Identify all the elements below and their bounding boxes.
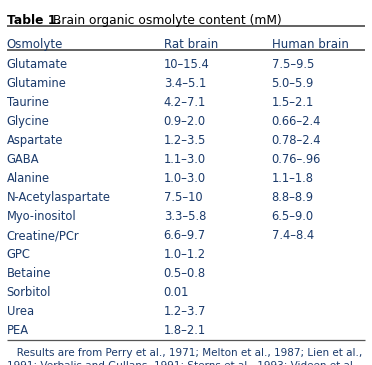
Text: 4.2–7.1: 4.2–7.1	[164, 96, 206, 109]
Text: Brain organic osmolyte content (mM): Brain organic osmolyte content (mM)	[49, 14, 282, 27]
Text: 8.8–8.9: 8.8–8.9	[272, 191, 314, 204]
Text: Osmolyte: Osmolyte	[7, 38, 63, 51]
Text: Rat brain: Rat brain	[164, 38, 218, 51]
Text: 1.0–1.2: 1.0–1.2	[164, 248, 206, 261]
Text: PEA: PEA	[7, 324, 29, 337]
Text: GABA: GABA	[7, 153, 39, 166]
Text: 0.78–2.4: 0.78–2.4	[272, 134, 321, 147]
Text: 0.76–.96: 0.76–.96	[272, 153, 321, 166]
Text: 1.2–3.5: 1.2–3.5	[164, 134, 206, 147]
Text: Creatine/PCr: Creatine/PCr	[7, 229, 79, 242]
Text: 3.4–5.1: 3.4–5.1	[164, 77, 206, 91]
Text: 1.1–1.8: 1.1–1.8	[272, 172, 314, 185]
Text: 0.01: 0.01	[164, 286, 189, 299]
Text: 6.5–9.0: 6.5–9.0	[272, 210, 314, 223]
Text: Taurine: Taurine	[7, 96, 49, 109]
Text: 7.5–9.5: 7.5–9.5	[272, 58, 314, 72]
Text: 1.5–2.1: 1.5–2.1	[272, 96, 314, 109]
Text: 7.4–8.4: 7.4–8.4	[272, 229, 314, 242]
Text: 0.9–2.0: 0.9–2.0	[164, 115, 206, 128]
Text: Glutamate: Glutamate	[7, 58, 68, 72]
Text: 7.5–10: 7.5–10	[164, 191, 202, 204]
Text: GPC: GPC	[7, 248, 31, 261]
Text: Betaine: Betaine	[7, 267, 51, 280]
Text: 0.66–2.4: 0.66–2.4	[272, 115, 321, 128]
Text: Human brain: Human brain	[272, 38, 349, 51]
Text: Alanine: Alanine	[7, 172, 50, 185]
Text: 10–15.4: 10–15.4	[164, 58, 209, 72]
Text: Glycine: Glycine	[7, 115, 49, 128]
Text: 3.3–5.8: 3.3–5.8	[164, 210, 206, 223]
Text: Glutamine: Glutamine	[7, 77, 67, 91]
Text: Table 1.: Table 1.	[7, 14, 61, 27]
Text: 1.1–3.0: 1.1–3.0	[164, 153, 206, 166]
Text: Myo-inositol: Myo-inositol	[7, 210, 76, 223]
Text: 1.8–2.1: 1.8–2.1	[164, 324, 206, 337]
Text: 0.5–0.8: 0.5–0.8	[164, 267, 206, 280]
Text: Aspartate: Aspartate	[7, 134, 63, 147]
Text: 5.0–5.9: 5.0–5.9	[272, 77, 314, 91]
Text: N-Acetylaspartate: N-Acetylaspartate	[7, 191, 111, 204]
Text: 1.2–3.7: 1.2–3.7	[164, 305, 206, 318]
Text: Results are from Perry et al., 1971; Melton et al., 1987; Lien et al.,: Results are from Perry et al., 1971; Mel…	[7, 348, 362, 358]
Text: Sorbitol: Sorbitol	[7, 286, 51, 299]
Text: 1991; Verbalis and Gullans, 1991; Sterns et al., 1993; Videen et al.,: 1991; Verbalis and Gullans, 1991; Sterns…	[7, 361, 359, 365]
Text: 6.6–9.7: 6.6–9.7	[164, 229, 206, 242]
Text: 1.0–3.0: 1.0–3.0	[164, 172, 206, 185]
Text: Urea: Urea	[7, 305, 34, 318]
